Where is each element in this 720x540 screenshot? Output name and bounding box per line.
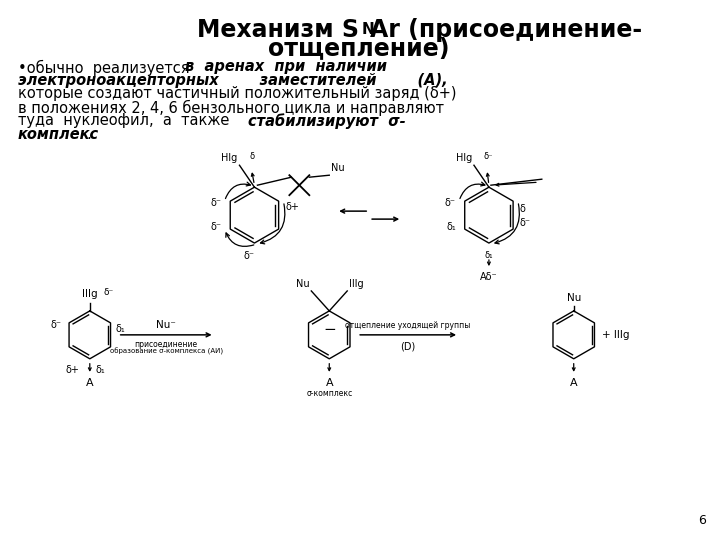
Text: δ⁻: δ⁻ (210, 222, 222, 232)
Text: отщепление): отщепление) (269, 37, 450, 60)
Text: в  аренах  при  наличии: в аренах при наличии (184, 59, 387, 75)
Text: δ⁻: δ⁻ (445, 198, 456, 208)
Text: IIlg: IIlg (349, 279, 364, 289)
Text: Механизм S: Механизм S (197, 18, 359, 42)
Text: δ: δ (249, 152, 255, 161)
Text: A: A (86, 378, 94, 388)
Text: комплекс: комплекс (18, 127, 99, 142)
Text: Nu: Nu (296, 279, 310, 289)
Text: + IIlg: + IIlg (602, 330, 629, 340)
Text: (D): (D) (400, 342, 415, 352)
Text: Nu: Nu (331, 163, 345, 173)
Text: δ⁻: δ⁻ (520, 218, 531, 228)
Text: N: N (361, 22, 374, 37)
Text: стабилизируют  σ-: стабилизируют σ- (248, 113, 406, 129)
Text: δ₁: δ₁ (116, 324, 125, 334)
Text: Hlg: Hlg (221, 153, 238, 163)
Text: .: . (87, 127, 91, 142)
Text: σ-комплекс: σ-комплекс (306, 389, 352, 398)
Text: A: A (325, 378, 333, 388)
Text: δ+: δ+ (285, 202, 300, 212)
Text: δ₁: δ₁ (96, 365, 106, 375)
Text: −: − (323, 322, 336, 338)
Text: δ⁻: δ⁻ (51, 320, 62, 330)
Text: образование σ-комплекса (АИ): образование σ-комплекса (АИ) (109, 348, 222, 355)
Text: δ: δ (520, 204, 526, 214)
Text: в положениях 2, 4, 6 бензольного цикла и направляют: в положениях 2, 4, 6 бензольного цикла и… (18, 100, 444, 116)
Text: δ₁: δ₁ (485, 251, 493, 260)
Text: Ar (присоединение-: Ar (присоединение- (370, 18, 642, 42)
Text: •обычно  реализуется: •обычно реализуется (18, 59, 199, 76)
Text: присоединение: присоединение (135, 340, 198, 349)
Text: A: A (570, 378, 577, 388)
Text: которые создают частичный положительный заряд (δ+): которые создают частичный положительный … (18, 86, 456, 102)
Text: δ₁: δ₁ (446, 222, 456, 232)
Text: Nu⁻: Nu⁻ (156, 320, 176, 330)
Text: Hlg: Hlg (456, 153, 472, 163)
Text: Nu: Nu (567, 293, 581, 303)
Text: δ⁻: δ⁻ (210, 198, 222, 208)
Text: туда  нуклеофил,  а  также: туда нуклеофил, а также (18, 113, 238, 129)
Text: δ⁻: δ⁻ (484, 152, 493, 161)
Text: δ⁻: δ⁻ (104, 288, 114, 297)
Text: 6: 6 (698, 515, 706, 528)
Text: Aδ⁻: Aδ⁻ (480, 272, 498, 282)
Text: IIlg: IIlg (82, 289, 98, 299)
Text: δ+: δ+ (66, 365, 80, 375)
Text: отщепление уходящей группы: отщепление уходящей группы (346, 321, 471, 330)
Text: δ⁻: δ⁻ (244, 251, 255, 261)
Text: электроноакцепторных        заместителей        (А),: электроноакцепторных заместителей (А), (18, 73, 448, 88)
